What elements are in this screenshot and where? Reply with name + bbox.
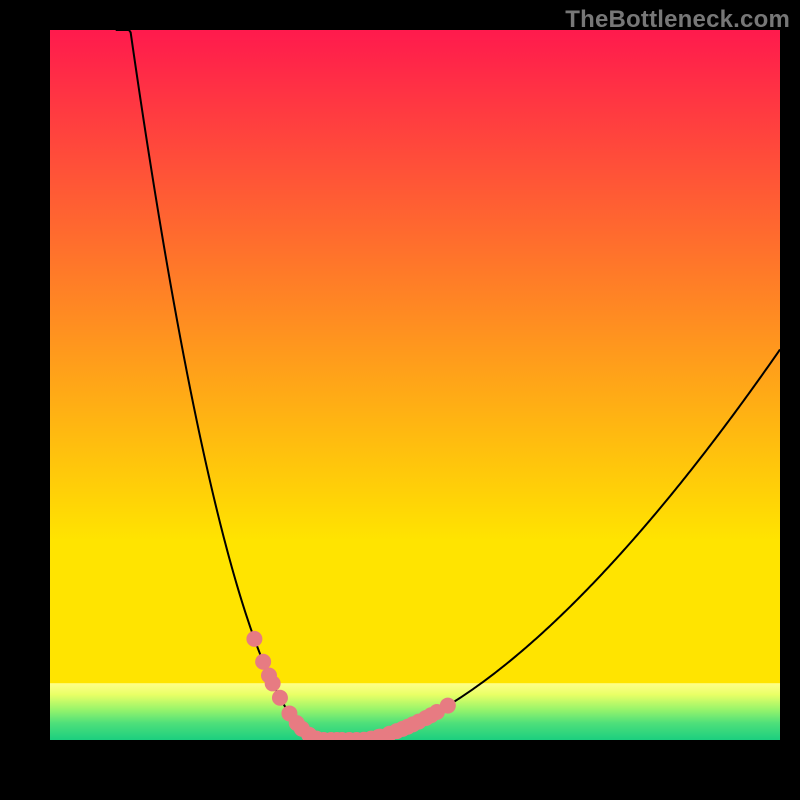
watermark-text: TheBottleneck.com <box>565 6 790 34</box>
chart-svg <box>0 0 800 800</box>
data-point <box>265 675 281 691</box>
data-point <box>272 690 288 706</box>
data-point <box>440 698 456 714</box>
data-point <box>255 654 271 670</box>
background-gradient <box>50 30 780 740</box>
plot-area <box>50 30 780 748</box>
chart-stage: TheBottleneck.com <box>0 0 800 800</box>
data-point <box>246 631 262 647</box>
